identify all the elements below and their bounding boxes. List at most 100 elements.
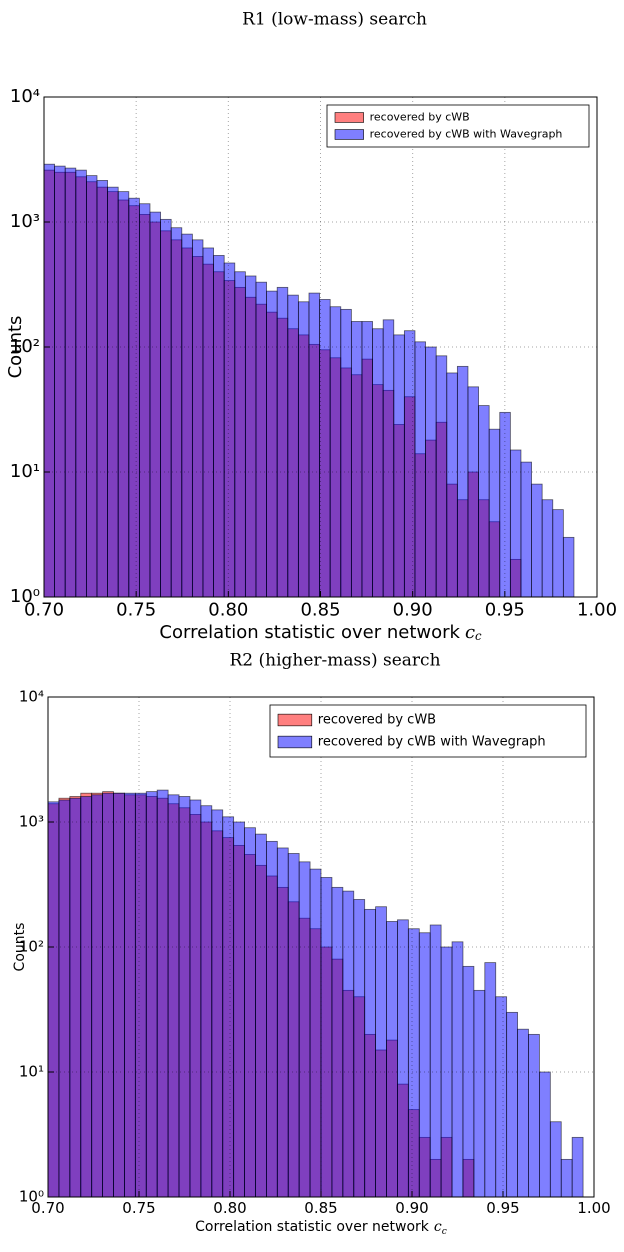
x-axis-symbol: cc [465, 622, 482, 643]
x-axis-label: Correlation statistic over network cc [195, 1219, 447, 1237]
y-axis-label: Counts [5, 316, 26, 379]
y-tick-label: 10⁴ [10, 86, 40, 107]
bar [47, 801, 60, 1198]
x-tick-label: 0.75 [122, 1199, 155, 1217]
bar [462, 965, 475, 1198]
bar [331, 886, 344, 1198]
bar [451, 941, 464, 1198]
bar [43, 163, 55, 598]
bar [234, 271, 246, 598]
bar [539, 1071, 551, 1198]
y-tick-label: 10¹ [19, 1063, 44, 1081]
bar [372, 328, 384, 598]
bar [298, 861, 311, 1198]
bar [134, 792, 147, 1198]
bar [560, 1158, 573, 1198]
bar [440, 946, 453, 1198]
bar [488, 428, 501, 598]
x-tick-label: 0.70 [31, 1199, 64, 1217]
bar [160, 218, 172, 598]
bar [69, 797, 82, 1198]
x-tick-label: 0.90 [393, 600, 433, 621]
bar [297, 301, 310, 598]
y-axis-label: Counts [12, 923, 28, 972]
y-tick-label: 10² [10, 336, 40, 357]
bar [520, 461, 532, 598]
bar [276, 286, 289, 598]
bar [541, 499, 554, 598]
legend-swatch [277, 735, 313, 749]
x-axis-symbol-sub: c [475, 629, 482, 643]
bar [509, 449, 522, 598]
legend-label: recovered by cWB with Wavegraph [318, 735, 546, 750]
bar [506, 1011, 518, 1198]
bar [138, 203, 151, 598]
y-tick-label: 10³ [10, 211, 40, 232]
bar [361, 321, 373, 598]
bar [414, 341, 426, 598]
bar [571, 1136, 584, 1198]
bar [85, 175, 98, 598]
bar [102, 792, 114, 1198]
x-tick-label: 0.85 [304, 1199, 337, 1217]
bar [156, 789, 169, 1198]
plot-frame [43, 96, 598, 598]
x-axis-symbol-base: c [434, 1219, 442, 1235]
bar [211, 809, 224, 1198]
x-tick-label: 0.80 [213, 1199, 246, 1217]
bar [495, 996, 508, 1198]
bar [549, 1121, 562, 1198]
bar [113, 792, 125, 1198]
bar [202, 247, 214, 598]
bar [128, 197, 140, 598]
bar [244, 827, 256, 1198]
bar [484, 962, 497, 1198]
x-tick-label: 0.70 [24, 600, 64, 621]
y-tick-label: 10⁰ [19, 1188, 44, 1206]
bar [189, 799, 202, 1198]
bar [319, 299, 331, 598]
x-axis-symbol-base: c [465, 622, 475, 643]
bar [170, 227, 183, 598]
bar [552, 509, 564, 598]
x-tick-label: 0.90 [395, 1199, 428, 1217]
bar [364, 908, 376, 1198]
x-tick-label: 0.80 [208, 600, 248, 621]
bar [266, 290, 278, 598]
bar [181, 233, 193, 598]
bar [382, 319, 395, 598]
legend-swatch [277, 713, 313, 727]
legend-swatch [334, 112, 364, 123]
bar [255, 833, 267, 1198]
bar [167, 794, 180, 1198]
bar [528, 1033, 540, 1198]
y-tick-label: 10² [19, 938, 44, 956]
bar [446, 372, 458, 598]
bar [403, 330, 416, 598]
bar [178, 796, 191, 1198]
chart-title: R1 (low-mass) search [242, 10, 427, 30]
bar [124, 792, 136, 1198]
x-axis-label-text: Correlation statistic over network [195, 1219, 430, 1235]
bar [350, 321, 363, 598]
bar [233, 821, 245, 1198]
bar [353, 899, 366, 1198]
bar [145, 791, 158, 1198]
bar [320, 877, 333, 1198]
bar [407, 928, 420, 1198]
bar [107, 186, 119, 598]
bar [80, 796, 93, 1198]
x-tick-label: 0.95 [485, 600, 525, 621]
legend-swatch [334, 129, 364, 140]
bar [418, 932, 431, 1198]
bar [517, 1028, 529, 1198]
bar [191, 239, 204, 598]
y-tick-label: 10⁴ [19, 688, 44, 706]
bar [397, 919, 409, 1198]
bar [375, 906, 387, 1198]
bar [531, 483, 543, 598]
bar [393, 334, 405, 598]
bar [75, 169, 87, 598]
bar [200, 805, 213, 1198]
